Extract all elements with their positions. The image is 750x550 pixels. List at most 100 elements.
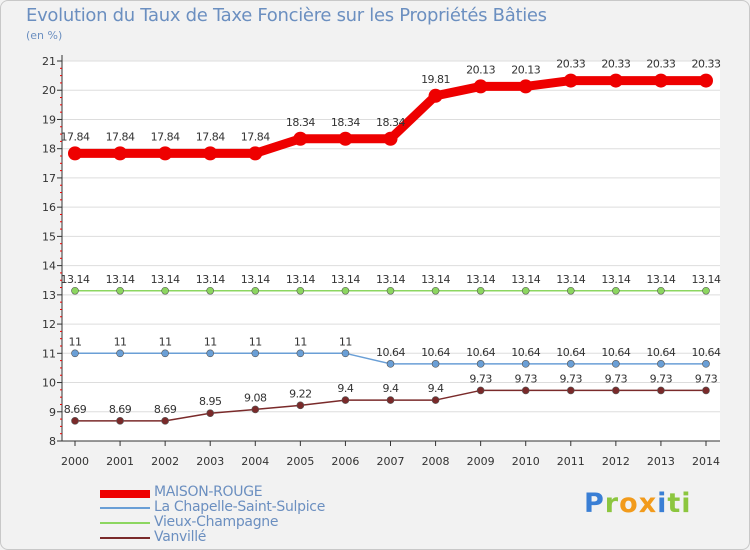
data-point [702,286,710,295]
chart-subtitle: (en %) [26,29,63,42]
data-point [341,396,350,404]
data-label: 20.33 [646,58,675,71]
data-label: 13.14 [151,273,180,286]
data-label: 17.84 [241,130,270,143]
y-tick-label: 12 [42,318,56,331]
x-tick-label: 2011 [557,455,585,468]
data-label: 13.14 [421,273,450,286]
data-label: 9.73 [695,372,718,385]
plot-area [62,61,720,441]
data-label: 13.14 [331,273,360,286]
data-point [386,360,395,368]
data-point [473,79,488,94]
legend-swatch [100,490,150,498]
data-point [566,286,575,295]
x-tick-label: 2013 [647,455,675,468]
data-point [566,360,575,368]
data-point [521,386,530,395]
data-label: 20.13 [466,63,495,76]
data-label: 13.14 [241,273,270,286]
data-point [68,146,82,161]
y-tick-label: 13 [42,289,56,302]
data-point [251,405,260,414]
data-label: 10.64 [646,346,675,359]
logo-letter: i [681,488,692,519]
x-tick-label: 2000 [61,455,89,468]
y-tick-label: 21 [42,55,56,68]
y-tick-label: 16 [42,201,56,214]
data-label: 20.33 [556,58,585,71]
data-point [612,360,620,368]
data-point [657,386,665,395]
data-label: 13.14 [286,273,315,286]
data-label: 11 [249,335,262,348]
data-label: 11 [204,335,217,348]
y-tick-label: 9 [49,406,56,419]
proxiti-logo: Proxiti [584,488,692,519]
x-tick-label: 2009 [467,455,495,468]
data-label: 11 [114,335,127,348]
x-tick-label: 2007 [377,455,405,468]
data-label: 10.64 [421,346,450,359]
logo-letter: x [638,488,658,519]
data-label: 10.64 [466,346,495,359]
data-label: 17.84 [196,130,225,143]
data-label: 11 [69,335,82,348]
data-point [206,349,215,358]
data-label: 8.95 [199,395,222,408]
data-label: 10.64 [556,346,585,359]
data-point [251,286,260,295]
x-tick-label: 2004 [241,455,269,468]
data-label: 9.73 [605,372,628,385]
x-tick-label: 2003 [196,455,224,468]
data-label: 13.14 [466,273,495,286]
data-label: 18.34 [376,116,405,129]
data-point [431,286,440,295]
data-label: 9.4 [428,382,444,395]
x-tick-label: 2006 [331,455,359,468]
x-tick-label: 2010 [512,455,540,468]
y-tick-label: 17 [42,172,56,185]
data-point [612,286,620,295]
data-label: 13.14 [61,273,90,286]
data-point [206,286,215,295]
data-label: 9.73 [469,372,492,385]
data-point [428,88,443,103]
data-point [657,360,665,368]
data-point [431,360,440,368]
legend-label: Vanvillé [154,529,207,545]
data-point [612,386,620,395]
data-label: 9.4 [383,382,399,395]
data-label: 19.81 [421,73,450,86]
x-tick-label: 2001 [106,455,134,468]
legend-label: Vieux-Champagne [154,514,279,530]
data-point [383,131,398,146]
data-point [518,79,533,94]
data-point [341,286,350,295]
data-point [248,146,263,161]
data-label: 18.34 [286,116,315,129]
data-point [161,349,169,358]
data-point [296,401,305,410]
data-label: 9.73 [560,372,583,385]
data-point [699,73,713,88]
data-label: 13.14 [692,273,721,286]
legend-label: MAISON-ROUGE [154,484,263,500]
data-point [296,349,305,358]
data-label: 13.14 [106,273,135,286]
data-point [158,146,173,161]
data-point [653,73,668,88]
data-label: 17.84 [151,130,180,143]
legend-label: La Chapelle-Saint-Sulpice [154,499,326,515]
data-point [341,349,350,358]
data-point [702,386,710,395]
x-tick-label: 2002 [151,455,179,468]
data-label: 20.13 [511,63,540,76]
data-label: 9.08 [244,391,267,404]
logo-letter: t [667,488,682,519]
data-point [521,360,530,368]
data-point [476,286,485,295]
data-point [71,286,79,295]
data-label: 13.14 [646,273,675,286]
data-label: 8.69 [109,403,132,416]
